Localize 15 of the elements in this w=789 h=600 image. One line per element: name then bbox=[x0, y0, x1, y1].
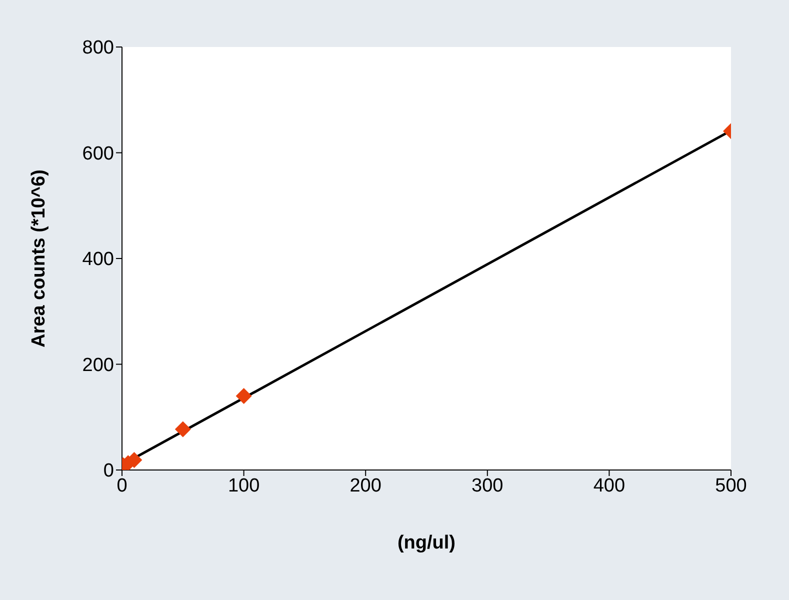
x-tick-label: 200 bbox=[350, 475, 382, 496]
y-tick-label: 800 bbox=[82, 38, 114, 59]
y-axis-title: Area counts (*10^6) bbox=[28, 170, 50, 348]
x-tick-label: 400 bbox=[593, 475, 626, 496]
y-tick-label: 400 bbox=[82, 249, 114, 270]
y-tick-label: 600 bbox=[82, 143, 114, 164]
x-tick-label: 0 bbox=[116, 475, 128, 496]
point bbox=[174, 421, 191, 438]
x-tick-label: 100 bbox=[228, 475, 260, 496]
y-tick-label: 200 bbox=[82, 354, 114, 376]
x-axis-title: (ng/ul) bbox=[397, 532, 456, 554]
y-tick-label: 0 bbox=[103, 460, 114, 482]
point bbox=[236, 388, 252, 404]
x-tick-label: 500 bbox=[715, 475, 747, 496]
x-tick-label: 300 bbox=[472, 475, 504, 496]
